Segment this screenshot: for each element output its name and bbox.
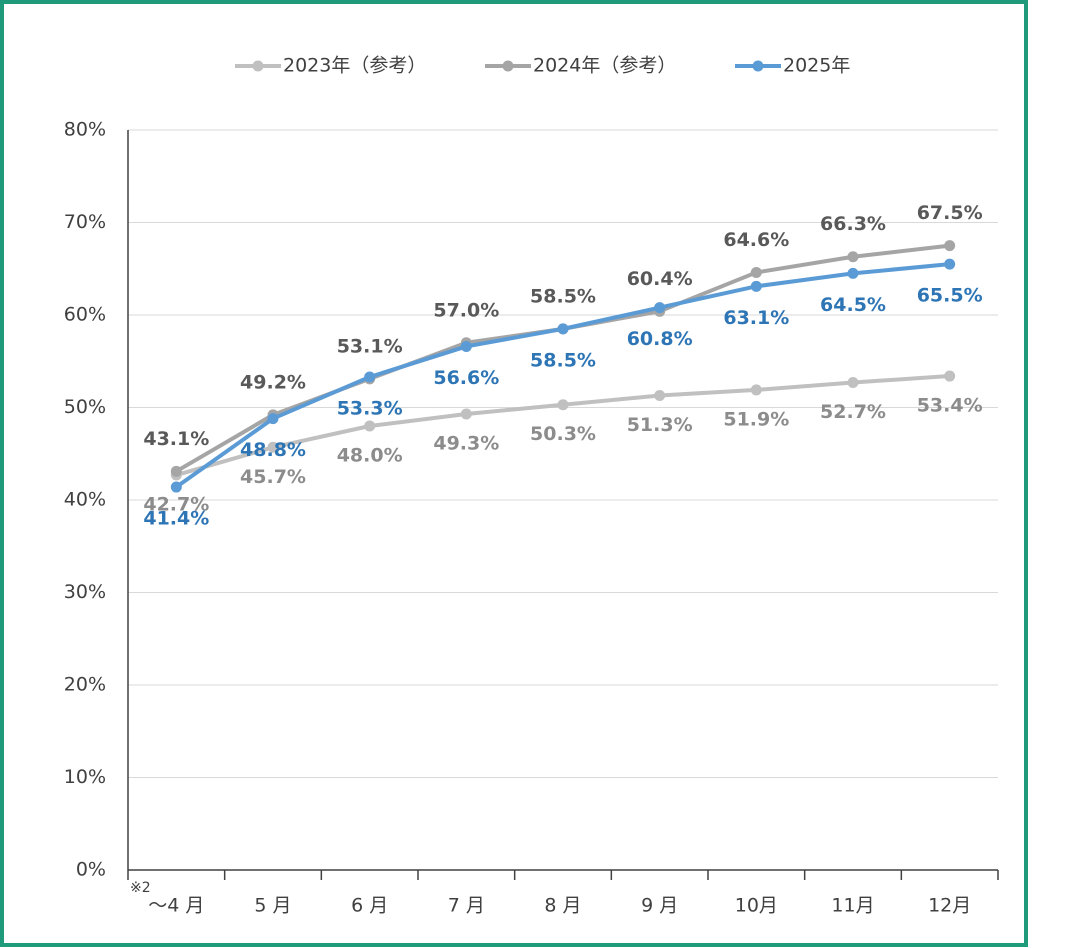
point [654,389,666,401]
value-label: 49.2% [240,371,306,393]
point [654,302,666,314]
legend-marker [252,60,264,72]
point [170,481,182,493]
y-tick-label: 70% [64,211,106,233]
y-tick-label: 20% [64,674,106,696]
point [557,323,569,335]
y-tick-label: 10% [64,766,106,788]
x-tick-label: 8 月 [544,895,581,917]
value-label: 51.3% [627,414,693,436]
value-label: 56.6% [433,367,499,389]
value-label: 58.5% [530,285,596,307]
value-label: 52.7% [820,401,886,423]
point [847,377,859,389]
y-tick-label: 40% [64,489,106,511]
point [557,399,569,411]
point [267,441,279,453]
value-label: 58.5% [530,349,596,371]
legend-label: 2025年 [783,55,850,77]
legend-marker [752,60,764,72]
y-tick-label: 50% [64,396,106,418]
value-label: 53.3% [337,397,403,419]
value-label: 65.5% [917,285,983,307]
frame [0,0,1028,947]
point [847,251,859,263]
value-label: 67.5% [917,202,983,224]
y-tick-label: 30% [64,581,106,603]
value-label: 51.9% [723,408,789,430]
x-tick-label: 6 月 [351,895,388,917]
x-tick-label: 12月 [928,895,971,917]
value-label: 53.4% [917,395,983,417]
x-tick-label: 7 月 [448,895,485,917]
legend-marker [502,60,514,72]
point [170,465,182,477]
point [944,240,956,252]
value-label: 57.0% [433,299,499,321]
point [750,266,762,278]
value-label: 64.6% [723,229,789,251]
y-tick-label: 0% [76,859,106,881]
value-label: 49.3% [433,432,499,454]
value-label: 42.7% [143,494,209,516]
x-tick-label: 5 月 [254,895,291,917]
value-label: 48.0% [337,445,403,467]
x-tick-label: 11月 [831,895,874,917]
value-label: 60.4% [627,268,693,290]
point [847,267,859,279]
point [460,408,472,420]
x-tick-label: 9 月 [641,895,678,917]
value-label: 63.1% [723,307,789,329]
point [944,370,956,382]
value-label: 66.3% [820,213,886,235]
value-label: 53.1% [337,335,403,357]
value-label: 50.3% [530,423,596,445]
x-tick-label: 〜4 月 [148,895,204,917]
point [364,371,376,383]
point [460,340,472,352]
point [364,420,376,432]
value-label: 48.8% [240,439,306,461]
legend-label: 2024年（参考） [533,55,676,77]
value-label: 43.1% [143,428,209,450]
point [750,280,762,292]
y-tick-label: 80% [64,119,106,141]
annotation: ※2 [130,880,151,896]
x-tick-label: 10月 [735,895,778,917]
legend-label: 2023年（参考） [283,55,426,77]
point [750,384,762,396]
y-tick-label: 60% [64,304,106,326]
point [267,413,279,425]
point [944,258,956,270]
value-label: 41.4% [143,508,209,530]
value-label: 60.8% [627,328,693,350]
value-label: 45.7% [240,466,306,488]
value-label: 64.5% [820,294,886,316]
